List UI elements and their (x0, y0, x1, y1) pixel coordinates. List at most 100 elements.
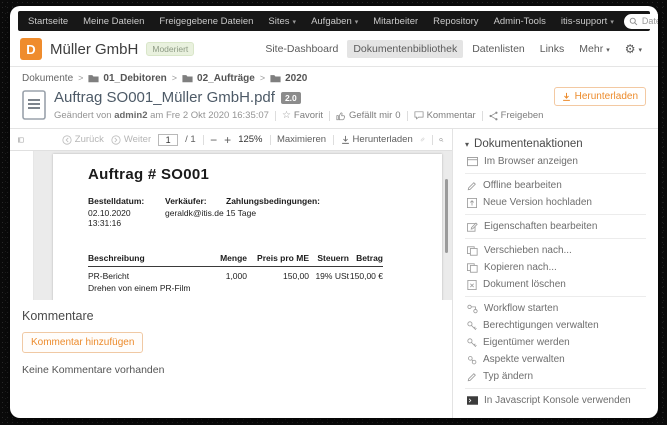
breadcrumb-folder-01-debitoren[interactable]: 01_Debitoren (88, 73, 167, 84)
share-icon (489, 111, 498, 120)
nav-admin-tools[interactable]: Admin-Tools (493, 15, 546, 27)
actions-panel-header[interactable]: Dokumentenaktionen (465, 138, 646, 150)
comments-heading: Kommentare (22, 309, 94, 323)
separator (406, 110, 408, 121)
nav-sites[interactable]: Sites (268, 16, 296, 27)
sidebar-toggle-icon[interactable] (18, 135, 24, 145)
zoom-out-button[interactable]: − (210, 132, 218, 147)
action-javascript-console[interactable]: In Javascript Konsole verwenden (465, 392, 646, 409)
document-icon (22, 90, 46, 120)
action-delete-document[interactable]: Dokument löschen (465, 276, 646, 293)
tab-site-dashboard[interactable]: Site-Dashboard (265, 43, 339, 55)
site-title: Müller GmbH (50, 40, 139, 58)
user-menu[interactable]: itis-support (561, 16, 614, 27)
search-input[interactable] (641, 16, 658, 26)
page-next-button[interactable]: Weiter (111, 134, 151, 145)
separator (481, 110, 483, 121)
nav-startseite[interactable]: Startseite (28, 15, 69, 27)
like-button[interactable]: Gefällt mir 0 (336, 110, 401, 121)
actions-panel-title: Dokumentenaktionen (474, 138, 583, 150)
action-move-to[interactable]: Verschieben nach... (465, 242, 646, 259)
console-icon (467, 396, 478, 405)
action-group: Eigenschaften bearbeiten (465, 214, 646, 238)
topbar-right: itis-support (561, 13, 658, 29)
nav-freigegebene-dateien[interactable]: Freigegebene Dateien (159, 15, 254, 27)
action-manage-aspects[interactable]: Aspekte verwalten (465, 351, 646, 368)
folder-icon (88, 75, 99, 83)
pdf-field-bestelldatum: Bestelldatum: 02.10.2020 13:31:16 (88, 196, 145, 228)
col-steuern: Steuern (309, 251, 349, 267)
page-back-button[interactable]: Zurück (62, 134, 104, 145)
site-logo[interactable]: D (20, 38, 42, 60)
viewer-scrollbar[interactable] (445, 179, 448, 253)
col-betrag: Betrag (349, 251, 383, 267)
download-button[interactable]: Herunterladen (553, 87, 646, 106)
tab-links[interactable]: Links (539, 43, 565, 55)
header-divider (10, 66, 658, 67)
pdf-field-verkaeufer: Verkäufer: geraldk@itis.de (165, 196, 224, 218)
key-icon (467, 337, 477, 347)
action-edit-offline[interactable]: Offline bearbeiten (465, 177, 646, 194)
circle-arrow-right-icon (111, 134, 121, 145)
upload-icon (467, 197, 477, 208)
user-menu-label: itis-support (560, 15, 608, 27)
action-group: Im Browser anzeigen (465, 150, 646, 173)
version-badge: 2.0 (280, 91, 301, 104)
document-meta: Geändert von admin2 am Fre 2 Okt 2020 16… (54, 110, 543, 121)
zoom-in-button[interactable]: + (224, 132, 232, 147)
folder-icon (270, 75, 281, 83)
col-beschreibung: Beschreibung (88, 251, 200, 267)
favorite-button[interactable]: Favorit (282, 110, 323, 121)
table-row: Drehen Film vor Ort 4,000 165,00 19% USt… (88, 294, 383, 300)
site-settings-menu[interactable] (619, 39, 648, 59)
table-row: PR-Bericht Drehen von einem PR-Film 1,000… (88, 271, 383, 293)
pdf-fields: Bestelldatum: 02.10.2020 13:31:16 Verkäuf… (88, 196, 442, 228)
caret-down-icon (465, 138, 469, 150)
maximize-button[interactable]: Maximieren (276, 134, 327, 145)
viewer-search-icon[interactable] (439, 135, 444, 145)
share-button[interactable]: Freigeben (489, 110, 543, 121)
nav-aufgaben[interactable]: Aufgaben (311, 16, 358, 27)
add-comment-button[interactable]: Kommentar hinzufügen (22, 332, 144, 353)
breadcrumb-folder-02-auftraege[interactable]: 02_Aufträge (182, 73, 255, 84)
page-number-input[interactable] (158, 133, 179, 146)
zoom-level: 125% (238, 134, 263, 145)
breadcrumb-dokumente[interactable]: Dokumente (22, 73, 74, 84)
comment-button[interactable]: Kommentar (414, 110, 476, 121)
link-icon[interactable] (420, 134, 425, 145)
comment-label: Kommentar (426, 110, 476, 121)
action-become-owner[interactable]: Eigentümer werden (465, 334, 646, 351)
site-header: D Müller GmbH Moderiert Site-Dashboard D… (10, 31, 658, 66)
nav-repository[interactable]: Repository (433, 15, 479, 27)
action-edit-properties[interactable]: Eigenschaften bearbeiten (465, 218, 646, 235)
viewer-download-button[interactable]: Herunterladen (341, 134, 413, 145)
site-visibility-badge: Moderiert (146, 42, 195, 56)
site-nav: Site-Dashboard Dokumentenbibliothek Date… (259, 39, 648, 59)
action-change-type[interactable]: Typ ändern (465, 368, 646, 385)
caret-down-icon (355, 16, 359, 27)
document-actions-panel: Dokumentenaktionen Im Browser anzeigen O… (452, 129, 658, 418)
action-start-workflow[interactable]: Workflow starten (465, 300, 646, 317)
edit-properties-icon (467, 222, 478, 232)
breadcrumb-folder-2020[interactable]: 2020 (270, 73, 307, 84)
action-manage-permissions[interactable]: Berechtigungen verwalten (465, 317, 646, 334)
caret-down-icon (638, 43, 642, 55)
nav-meine-dateien[interactable]: Meine Dateien (83, 15, 145, 27)
download-icon (341, 135, 349, 144)
tab-dokumentenbibliothek[interactable]: Dokumentenbibliothek (347, 40, 464, 58)
action-upload-new-version[interactable]: Neue Version hochladen (465, 194, 646, 211)
comment-icon (414, 111, 424, 120)
like-label: Gefällt mir (348, 110, 393, 121)
action-view-in-browser[interactable]: Im Browser anzeigen (465, 153, 646, 170)
page-next-label: Weiter (123, 134, 152, 145)
page-total: / 1 (185, 134, 196, 145)
move-icon (467, 245, 478, 256)
star-icon (282, 110, 291, 121)
tab-mehr[interactable]: Mehr (573, 40, 615, 58)
action-copy-to[interactable]: Kopieren nach... (465, 259, 646, 276)
document-header: Auftrag SO001_Müller GmbH.pdf 2.0 Geände… (10, 87, 658, 128)
tab-datenlisten[interactable]: Datenlisten (472, 43, 525, 55)
nav-mitarbeiter[interactable]: Mitarbeiter (373, 15, 419, 27)
action-group: In Javascript Konsole verwenden (465, 388, 646, 412)
caret-down-icon (293, 16, 297, 27)
